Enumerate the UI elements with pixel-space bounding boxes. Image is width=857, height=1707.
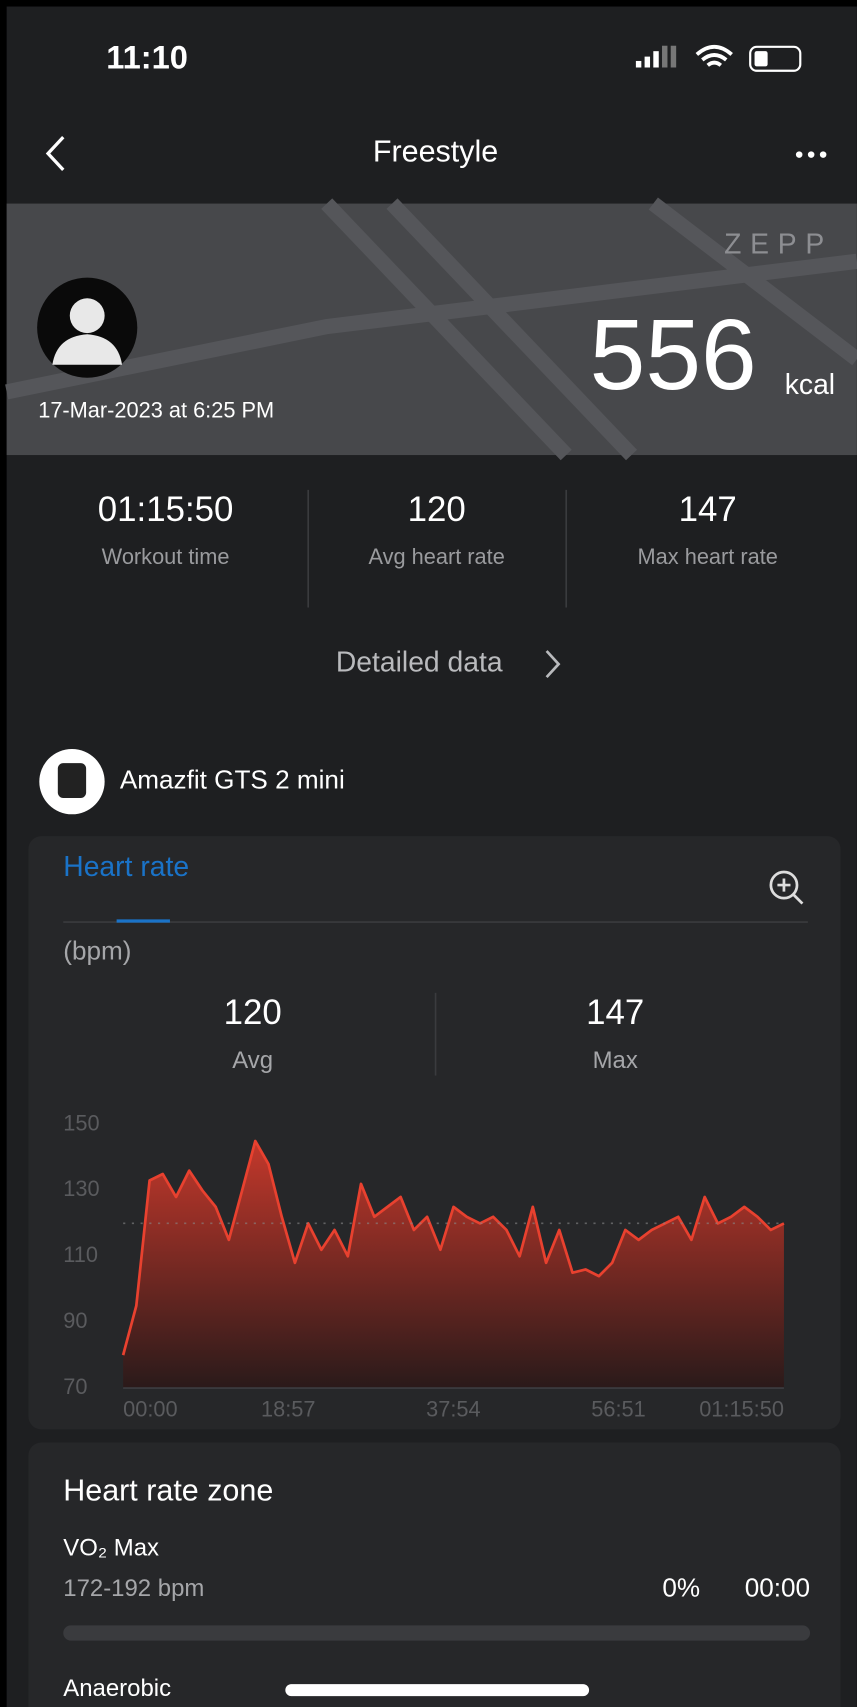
zone-bar [63,1625,811,1641]
chevron[interactable] [545,650,561,679]
y-tick-label: 90 [63,1308,87,1333]
battery-icon [749,45,802,72]
zone-name: Anaerobic [63,1675,171,1702]
stat-label: Avg heart rate [369,544,505,569]
stat-value: 01:15:50 [98,490,234,529]
y-tick-label: 70 [63,1374,87,1399]
zoom-glyph[interactable] [777,878,804,905]
zone-percent: 0% [662,1572,700,1602]
battery-level [754,51,768,67]
status-time: 11:10 [106,39,188,76]
x-tick-label: 37:54 [426,1397,480,1422]
nav-title: Freestyle [373,135,498,169]
map-pattern [5,197,857,461]
area-fill [123,1141,784,1389]
logo: ZEPP [724,228,833,260]
stat-value: 120 [408,490,466,529]
tab[interactable]: Heart rate [63,850,189,882]
detailed-data-link[interactable]: Detailed data [336,646,503,678]
watch-face [57,763,87,798]
avatar-head [69,298,105,334]
line [121,1139,785,1356]
summary-value: 120 [224,993,282,1032]
zone-range: 172-192 bpm [63,1575,204,1602]
summary-value: 147 [586,993,644,1032]
summary-label: Avg [232,1047,273,1074]
zone-time: 00:00 [745,1572,810,1602]
zone-name: VO₂ Max [63,1534,159,1561]
zone-card [28,1442,841,1707]
zoom-button[interactable] [769,870,799,900]
zone-title: Heart rate zone [63,1474,273,1508]
signal-icon [635,45,677,68]
back-button[interactable] [45,136,65,171]
workout-date: 17-Mar-2023 at 6:25 PM [38,397,274,422]
x-tick-label: 18:57 [261,1397,315,1422]
x-tick-label: 01:15:50 [699,1397,784,1422]
y-tick-label: 130 [63,1176,99,1201]
x-tick-label: 00:00 [123,1397,177,1422]
x-tick-label: 56:51 [591,1397,645,1422]
stat-label: Max heart rate [638,544,778,569]
home-indicator [285,1684,590,1697]
stat-label: Workout time [102,544,230,569]
avatar-body [52,334,123,365]
summary-label: Max [593,1047,638,1074]
device-name: Amazfit GTS 2 mini [120,765,345,795]
y-tick-label: 110 [63,1242,98,1267]
unit-label: (bpm) [63,935,131,965]
stat-value: 147 [679,490,737,529]
calories-unit: kcal [785,368,835,400]
wifi-icon [695,44,733,67]
more-button[interactable] [795,151,827,158]
y-tick-label: 150 [63,1110,99,1135]
calories-value: 556 [590,299,757,411]
